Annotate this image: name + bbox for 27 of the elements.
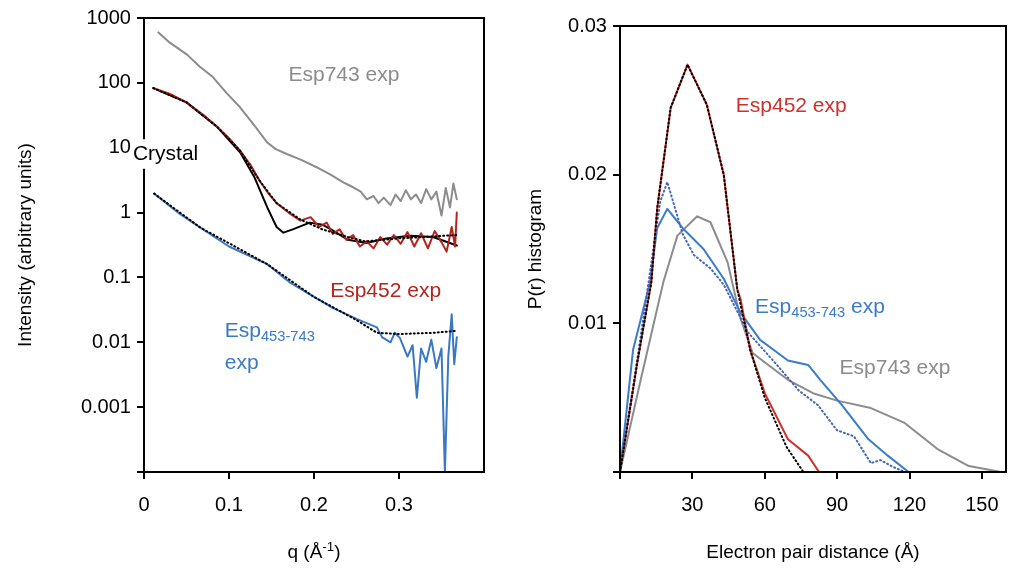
series-label: Esp452 exp: [735, 93, 847, 117]
x-tick-label: 0: [138, 492, 150, 515]
x-tick-label: 60: [753, 492, 776, 515]
y-axis-title: Intensity (arbitrary units): [13, 143, 35, 347]
x-tick-label: 0.1: [215, 492, 243, 515]
y-tick-label: 0.001: [80, 394, 131, 417]
x-axis-title: Electron pair distance (Å): [706, 541, 920, 563]
y-tick-label: 0.01: [568, 310, 607, 333]
series-label: Esp743 exp: [839, 354, 951, 378]
text: Esp743 exp: [288, 62, 400, 86]
x-tick-label: 150: [965, 492, 999, 515]
y-axis-title: P(r) histogram: [523, 188, 545, 310]
x-tick-label: 0.3: [385, 492, 413, 515]
y-tick-label: 0.1: [103, 264, 131, 287]
y-tick-label: 1000: [86, 5, 131, 28]
x-tick-label: 0.2: [300, 492, 328, 515]
series-label: Crystal: [132, 140, 199, 164]
series-label: Esp452 exp: [330, 277, 442, 301]
x-tick-label: 30: [681, 492, 704, 515]
y-tick-label: 1: [119, 200, 131, 223]
y-tick-label: 0.03: [568, 13, 607, 36]
x-tick-label: 90: [826, 492, 849, 515]
x-tick-label: 120: [892, 492, 927, 515]
y-tick-label: 100: [97, 70, 131, 93]
y-tick-label: 0.01: [92, 329, 131, 352]
y-tick-label: 0.02: [568, 162, 607, 185]
y-tick-label: 10: [108, 135, 131, 158]
